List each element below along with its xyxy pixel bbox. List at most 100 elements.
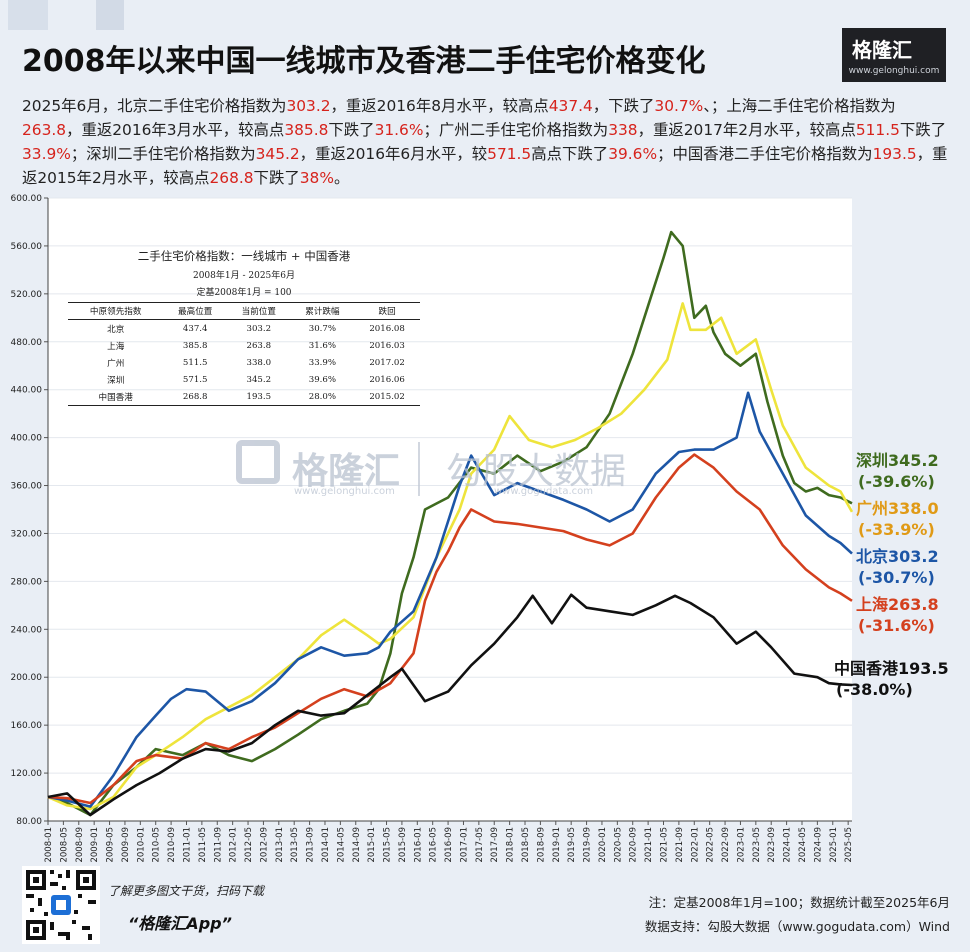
table-cell: 2015.02 [354,388,420,406]
x-tick-label: 2016-09 [444,827,454,863]
table-cell: 345.2 [246,374,272,385]
x-tick-label: 2024-05 [798,827,808,863]
x-tick-label: 2012-01 [229,827,239,863]
table-cell: 中国香港 [68,388,164,406]
table-title: 二手住宅价格指数：一线城市 + 中国香港 [137,249,351,263]
x-tick-label: 2017-05 [475,827,485,863]
table-cell: 2017.02 [369,357,405,368]
table-base: 定基2008年1月 = 100 [196,288,292,298]
y-tick-label: 160.00 [11,721,43,731]
summary-highlight: 437.4 [548,97,593,115]
qr-code[interactable] [22,866,100,944]
table-cell: 上海 [107,341,125,352]
x-tick-label: 2024-09 [813,827,823,863]
y-tick-label: 520.00 [11,290,43,300]
table-cell: 深圳 [107,375,125,386]
series-end-label: 北京303.2 [856,547,939,566]
x-tick-label: 2024-01 [783,827,793,863]
table-cell: 39.6% [308,374,337,385]
x-tick-label: 2020-09 [629,827,639,863]
y-tick-label: 440.00 [11,386,43,396]
summary-text: 2025年6月，北京二手住宅价格指数为 [22,97,287,115]
summary-highlight: 33.9% [22,145,71,163]
table-row: 广州 511.5 338.0 33.9% 2017.02 [68,354,420,371]
y-tick-label: 200.00 [11,673,43,683]
series-end-label: 广州338.0 [856,499,939,518]
table-cell: 2016.08 [369,323,405,334]
summary-paragraph: 2025年6月，北京二手住宅价格指数为303.2，重返2016年8月水平，较高点… [22,94,952,190]
qr-code-icon [22,866,100,944]
footnote: 注：定基2008年1月=100；数据统计截至2025年6月 [648,895,950,910]
table-cell: 30.7% [308,323,337,334]
x-tick-label: 2016-01 [413,827,423,863]
table-cell: 33.9% [308,357,337,368]
watermark-logo-icon [236,440,280,484]
summary-text: ，重返2015年2月水平，较高点 [22,145,948,187]
summary-highlight: 30.7% [654,97,704,115]
table-cell: 511.5 [182,357,208,368]
summary-text: 、；上海二手住宅价格指数为 [703,97,896,115]
x-tick-label: 2014-09 [352,827,362,863]
y-tick-label: 360.00 [11,482,43,492]
x-tick-label: 2018-01 [506,827,516,863]
table-row: 北京 437.4 303.2 30.7% 2016.08 [68,320,420,338]
table-header-cell: 当前位置 [227,302,291,320]
series-end-label: 上海263.8 [856,595,939,614]
series-line-5 [47,593,853,817]
summary-text: 。 [333,169,350,187]
summary-highlight: 385.8 [284,121,329,139]
x-tick-label: 2020-01 [598,827,608,863]
y-tick-label: 480.00 [11,338,43,348]
watermark-divider [418,442,420,496]
series-line-1 [47,230,853,817]
x-tick-label: 2022-01 [690,827,700,863]
table-row: 深圳 571.5 345.2 39.6% 2016.06 [68,371,420,388]
table-cell: 28.0% [290,388,355,406]
summary-text: ；深圳二手住宅价格指数为 [70,145,256,163]
x-tick-label: 2009-01 [90,827,100,863]
plot-area [48,198,852,821]
watermark-data-url: www.gogudata.com [494,486,594,497]
table-cell: 北京 [107,324,125,335]
x-tick-label: 2023-09 [767,827,777,863]
y-tick-label: 80.00 [16,817,42,827]
x-tick-label: 2022-05 [706,827,716,863]
summary-text: ，下跌了 [592,97,655,115]
x-tick-label: 2010-01 [136,827,146,863]
app-name: “格隆汇App” [128,914,232,933]
x-tick-label: 2019-01 [552,827,562,863]
table-cell: 2016.03 [369,340,405,351]
table-header-cell: 中原领先指数 [68,302,164,320]
x-tick-label: 2021-09 [675,827,685,863]
y-tick-label: 120.00 [11,769,43,779]
top-decoration [0,0,970,30]
summary-text: 下跌了 [328,121,375,139]
watermark-brand: 格隆汇 [292,451,401,492]
summary-text: ；中国香港二手住宅价格指数为 [657,145,873,163]
summary-highlight: 571.5 [487,145,532,163]
table-cell: 268.8 [163,388,227,406]
x-tick-label: 2015-09 [398,827,408,863]
table-row: 中国香港 268.8 193.5 28.0% 2015.02 [68,388,420,406]
summary-highlight: 38% [299,169,334,187]
brand-url: www.gelonghui.com [848,66,940,76]
x-tick-label: 2017-09 [490,827,500,863]
brand-logo-box: 格隆汇 www.gelonghui.com [842,28,946,82]
summary-text: ，重返2016年6月水平，较 [299,145,488,163]
summary-highlight: 303.2 [286,97,331,115]
summary-highlight: 345.2 [255,145,300,163]
qr-caption: 了解更多图文干货，扫码下载 [108,884,265,898]
y-tick-label: 320.00 [11,529,43,539]
brand-logo: 格隆汇 [852,38,912,62]
x-tick-label: 2010-05 [152,827,162,863]
x-tick-label: 2008-09 [75,827,85,863]
table-row: 上海 385.8 263.8 31.6% 2016.03 [68,337,420,354]
x-tick-label: 2014-05 [336,827,346,863]
x-tick-label: 2015-05 [383,827,393,863]
x-tick-label: 2014-01 [321,827,331,863]
series-end-change: (-30.7%) [858,568,935,587]
x-tick-label: 2023-05 [752,827,762,863]
watermark-data: 勾股大数据 [446,451,627,492]
x-tick-label: 2008-05 [59,827,69,863]
price-index-chart: 80.00 120.00 160.00 200.00 240.00 280.00 320.0… [11,194,949,863]
